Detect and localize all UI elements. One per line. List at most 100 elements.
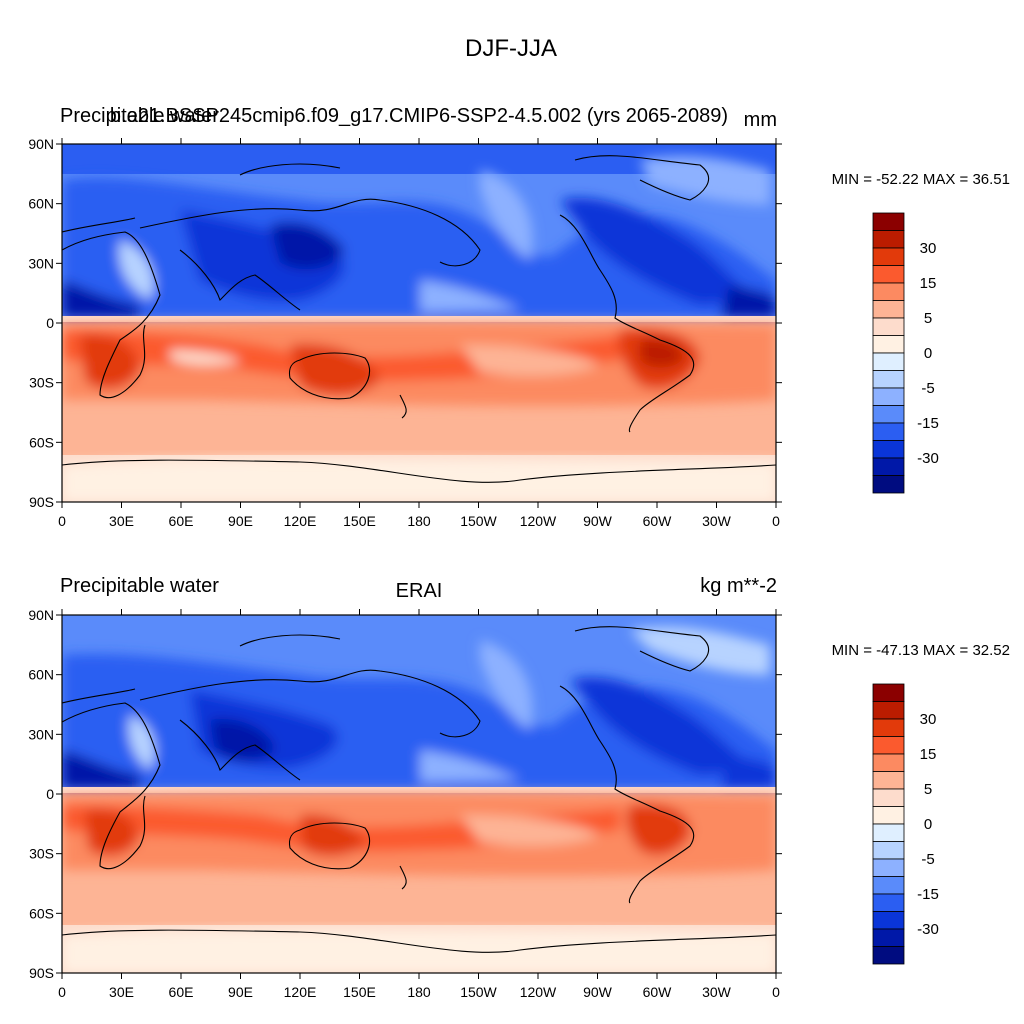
axis-ticks xyxy=(56,609,782,979)
colorbar-swatch xyxy=(872,335,905,354)
colorbar-swatch xyxy=(872,457,905,476)
x-tick-label: 0 xyxy=(58,984,66,1000)
y-tick-label: 90S xyxy=(29,965,54,981)
y-tick-label: 30S xyxy=(29,375,54,391)
colorbar-swatch xyxy=(872,317,905,336)
x-tick-label: 150E xyxy=(343,513,376,529)
colorbar-label: -30 xyxy=(917,450,939,467)
colorbar-label: 15 xyxy=(920,275,937,292)
colorbar-swatch xyxy=(872,718,905,737)
x-tick-label: 180 xyxy=(407,513,431,529)
x-tick-label: 90W xyxy=(583,513,613,529)
x-tick-label: 120E xyxy=(284,513,317,529)
colorbar-label: 30 xyxy=(920,711,937,728)
axis-labels: 0 30E 60E 90E 120E 150E 180 150W 120W 90W 60W 30W 09… xyxy=(28,136,780,529)
colorbar-swatch xyxy=(872,405,905,424)
min-max-stats: MIN = -52.22 MAX = 36.51 xyxy=(832,171,1010,188)
y-tick-label: 90N xyxy=(28,136,54,152)
colorbar-swatch xyxy=(872,841,905,860)
colorbar-label: -15 xyxy=(917,415,939,432)
y-tick-label: 90N xyxy=(28,607,54,623)
panel-left-title: Precipitable water xyxy=(60,575,219,597)
colorbar-swatch xyxy=(872,701,905,720)
x-tick-label: 150E xyxy=(343,984,376,1000)
colorbar-label: -5 xyxy=(921,851,934,868)
colorbar-swatch xyxy=(872,753,905,772)
y-tick-label: 30N xyxy=(28,255,54,271)
colorbar-swatch xyxy=(872,212,905,231)
colorbar-swatch xyxy=(872,422,905,441)
min-max-stats: MIN = -47.13 MAX = 32.52 xyxy=(832,642,1010,659)
map-plot xyxy=(62,615,776,973)
colorbar-label: -30 xyxy=(917,921,939,938)
y-tick-label: 60S xyxy=(29,905,54,921)
colorbar-swatch xyxy=(872,823,905,842)
colorbar-label: 0 xyxy=(924,816,932,833)
colorbar-swatch xyxy=(872,352,905,371)
map-plot xyxy=(62,144,776,502)
colorbar-label: 5 xyxy=(924,781,932,798)
colorbar-swatch xyxy=(872,247,905,266)
panel-center-title: ERAI xyxy=(396,580,443,602)
x-tick-label: 120W xyxy=(520,513,557,529)
colorbar-swatch xyxy=(872,230,905,249)
y-tick-label: 90S xyxy=(29,494,54,510)
y-tick-label: 30N xyxy=(28,726,54,742)
axis-ticks xyxy=(56,138,782,508)
colorbar-label: 15 xyxy=(920,746,937,763)
x-tick-label: 150W xyxy=(460,513,497,529)
panel-top: Precipitable water b.e21.BSSP245cmip6.f0… xyxy=(28,105,1010,529)
x-tick-label: 90E xyxy=(228,984,253,1000)
x-tick-label: 30E xyxy=(109,984,134,1000)
x-tick-label: 120E xyxy=(284,984,317,1000)
colorbar-swatch xyxy=(872,928,905,947)
y-tick-label: 0 xyxy=(46,786,54,802)
x-tick-label: 90E xyxy=(228,513,253,529)
x-tick-label: 180 xyxy=(407,984,431,1000)
colorbar-swatch xyxy=(872,370,905,389)
panel-bottom: Precipitable water ERAI kg m**-2 MIN = -… xyxy=(28,575,1010,1000)
colorbar-swatch xyxy=(872,946,905,965)
colorbar-swatch xyxy=(872,911,905,930)
x-tick-label: 30E xyxy=(109,513,134,529)
x-tick-label: 120W xyxy=(520,984,557,1000)
y-tick-label: 0 xyxy=(46,315,54,331)
colorbar-swatch xyxy=(872,806,905,825)
colorbar-swatch xyxy=(872,788,905,807)
x-tick-label: 0 xyxy=(58,513,66,529)
colorbar-label: -15 xyxy=(917,886,939,903)
panel-units: kg m**-2 xyxy=(700,575,777,597)
x-tick-label: 60W xyxy=(643,513,673,529)
colorbar-swatch xyxy=(872,876,905,895)
y-tick-label: 60N xyxy=(28,196,54,212)
colorbar-swatch xyxy=(872,475,905,494)
x-tick-label: 90W xyxy=(583,984,613,1000)
x-tick-label: 150W xyxy=(460,984,497,1000)
colorbar-swatch xyxy=(872,300,905,319)
colorbar-label: 30 xyxy=(920,240,937,257)
x-tick-label: 30W xyxy=(702,984,732,1000)
x-tick-label: 60E xyxy=(169,984,194,1000)
colorbar-swatch xyxy=(872,440,905,459)
y-tick-label: 30S xyxy=(29,846,54,862)
x-tick-label: 0 xyxy=(772,984,780,1000)
x-tick-label: 0 xyxy=(772,513,780,529)
x-tick-label: 30W xyxy=(702,513,732,529)
panel-left-title: Precipitable water xyxy=(60,105,219,127)
colorbar-label: 0 xyxy=(924,345,932,362)
colorbar-swatch xyxy=(872,387,905,406)
colorbar-swatch xyxy=(872,771,905,790)
colorbar-swatch xyxy=(872,265,905,284)
colorbar: 30 15 5 0 -5 -15 -30 xyxy=(872,212,939,494)
colorbar-swatch xyxy=(872,683,905,702)
y-tick-label: 60N xyxy=(28,667,54,683)
axis-labels: 0 30E 60E 90E 120E 150E 180 150W 120W 90W 60W 30W 09… xyxy=(28,607,780,1000)
colorbar-swatch xyxy=(872,858,905,877)
colorbar-swatch xyxy=(872,736,905,755)
y-tick-label: 60S xyxy=(29,434,54,450)
panel-center-title: b.e21.BSSP245cmip6.f09_g17.CMIP6-SSP2-4.… xyxy=(110,105,728,127)
colorbar-label: -5 xyxy=(921,380,934,397)
colorbar-swatch xyxy=(872,893,905,912)
x-tick-label: 60W xyxy=(643,984,673,1000)
